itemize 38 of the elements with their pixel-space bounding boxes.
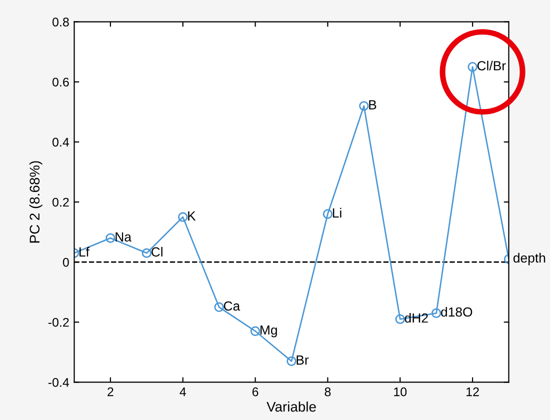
x-tick-label: 12 bbox=[466, 387, 479, 396]
annotation: B bbox=[369, 100, 376, 110]
point bbox=[468, 62, 478, 72]
y-tick-label: 0.2 bbox=[52, 198, 69, 207]
point bbox=[359, 101, 369, 111]
point bbox=[178, 212, 188, 222]
y-tick-label: -0.4 bbox=[48, 378, 70, 387]
y-tick-label: 0.4 bbox=[52, 138, 70, 147]
annotation: Mg bbox=[260, 325, 277, 338]
point bbox=[286, 356, 296, 366]
y-tick-label: 0.6 bbox=[52, 78, 69, 87]
point bbox=[250, 326, 260, 336]
point bbox=[106, 233, 116, 243]
annotation: depth bbox=[513, 252, 546, 266]
annotation: K bbox=[188, 211, 196, 220]
annotation: Ca bbox=[224, 301, 240, 311]
y-axis-title: PC 2 (8.68%) bbox=[29, 161, 42, 243]
annotation: Li bbox=[332, 208, 342, 218]
x-tick-label: 4 bbox=[180, 388, 186, 396]
point bbox=[214, 302, 224, 312]
annotation: Lf bbox=[80, 246, 90, 256]
annotation: Cl bbox=[152, 246, 162, 257]
x-tick-label: 6 bbox=[252, 387, 258, 396]
annotation: Cl/Br bbox=[477, 60, 506, 70]
annotation: Br bbox=[296, 356, 309, 365]
x-tick-label: 2 bbox=[108, 387, 114, 396]
y-tick-label: -0.2 bbox=[48, 318, 69, 327]
point bbox=[322, 209, 333, 219]
x-tick-label: 10 bbox=[394, 387, 407, 396]
point bbox=[431, 308, 442, 318]
point bbox=[142, 248, 152, 258]
y-tick-label: 0 bbox=[62, 258, 69, 267]
y-tick-label: 0.8 bbox=[52, 18, 69, 26]
annotation: d18O bbox=[441, 306, 472, 317]
x-tick-label: 8 bbox=[324, 387, 331, 396]
x-axis-title: Variable bbox=[266, 401, 316, 412]
point bbox=[395, 314, 405, 324]
annotation: Na bbox=[116, 232, 132, 242]
